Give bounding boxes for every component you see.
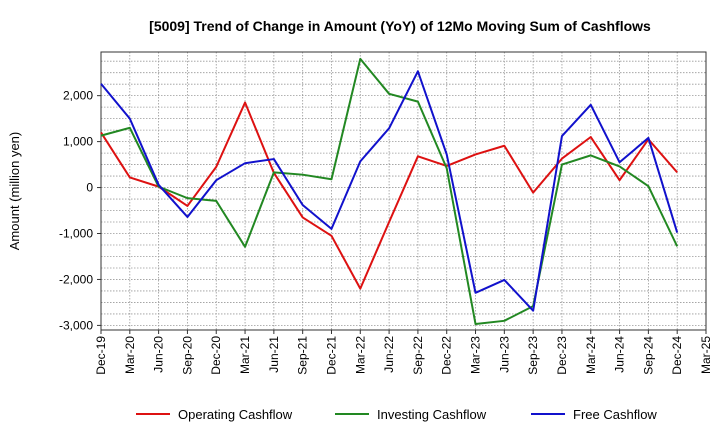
series-line-operating-cashflow xyxy=(100,101,678,290)
legend-label: Investing Cashflow xyxy=(377,407,487,422)
x-tick-label: Mar-23 xyxy=(469,336,483,374)
axis-layer: -3,000 -2,000 -1,000 0 1,000 2,000 Dec-19 Mar-2… xyxy=(59,51,713,375)
x-tick-label: Jun-23 xyxy=(497,336,511,373)
plot-border xyxy=(100,51,707,331)
x-tick-label: Sep-21 xyxy=(296,336,310,375)
series-layer xyxy=(100,57,679,326)
y-tick-label: 1,000 xyxy=(63,135,93,149)
y-tick-label: 0 xyxy=(86,181,93,195)
chart-title: [5009] Trend of Change in Amount (YoY) o… xyxy=(149,18,651,34)
series-line-investing-cashflow xyxy=(100,57,679,326)
x-tick-label: Dec-21 xyxy=(324,336,338,375)
x-tick-label: Dec-22 xyxy=(440,336,454,375)
x-tick-label: Mar-20 xyxy=(123,336,137,374)
x-tick-label: Sep-24 xyxy=(641,336,655,375)
x-tick-label: Mar-24 xyxy=(584,336,598,374)
x-tick-label: Jun-20 xyxy=(152,336,166,373)
x-tick-label: Sep-22 xyxy=(411,336,425,375)
x-tick-label: Sep-23 xyxy=(526,336,540,375)
x-tick-label: Jun-22 xyxy=(382,336,396,373)
series-line-free-cashflow xyxy=(100,70,679,312)
x-tick-label: Dec-19 xyxy=(94,336,108,375)
x-tick-label: Dec-24 xyxy=(670,336,684,375)
x-tick-label: Jun-21 xyxy=(267,336,281,373)
y-tick-label: -3,000 xyxy=(59,318,93,332)
legend-label: Operating Cashflow xyxy=(178,407,293,422)
y-axis-label: Amount (million yen) xyxy=(7,132,22,251)
x-tick-label: Mar-22 xyxy=(353,336,367,374)
x-tick-label: Mar-21 xyxy=(238,336,252,374)
y-tick-label: -1,000 xyxy=(59,227,93,241)
x-tick-label: Jun-24 xyxy=(613,336,627,373)
y-tick-label: -2,000 xyxy=(59,272,93,286)
x-tick-label: Dec-20 xyxy=(209,336,223,375)
x-tick-label: Sep-20 xyxy=(180,336,194,375)
y-tick-label: 2,000 xyxy=(63,89,93,103)
legend-label: Free Cashflow xyxy=(573,407,657,422)
x-tick-label: Mar-25 xyxy=(699,336,713,374)
chart-legend: Operating Cashflow Investing Cashflow Free… xyxy=(136,407,657,422)
x-tick-label: Dec-23 xyxy=(555,336,569,375)
